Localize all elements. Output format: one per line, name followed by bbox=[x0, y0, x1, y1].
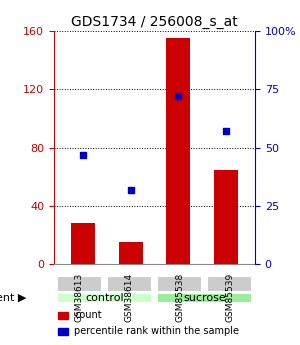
FancyBboxPatch shape bbox=[157, 293, 253, 303]
Point bbox=[176, 93, 181, 99]
Text: GSM85538: GSM85538 bbox=[175, 273, 184, 322]
FancyBboxPatch shape bbox=[107, 276, 152, 293]
FancyBboxPatch shape bbox=[157, 276, 202, 293]
Point bbox=[128, 187, 133, 193]
Bar bbox=[58, 328, 68, 335]
Text: count: count bbox=[74, 310, 102, 321]
Bar bbox=[118, 243, 142, 264]
Text: control: control bbox=[85, 293, 124, 303]
Bar bbox=[71, 224, 95, 264]
Text: GSM38614: GSM38614 bbox=[125, 273, 134, 322]
Bar bbox=[167, 38, 191, 264]
Point bbox=[224, 129, 229, 134]
Text: percentile rank within the sample: percentile rank within the sample bbox=[74, 326, 239, 336]
FancyBboxPatch shape bbox=[56, 293, 152, 303]
Bar bbox=[214, 169, 238, 264]
FancyBboxPatch shape bbox=[56, 276, 102, 293]
Bar bbox=[58, 312, 68, 319]
Text: GSM85539: GSM85539 bbox=[225, 273, 234, 322]
FancyBboxPatch shape bbox=[207, 276, 253, 293]
Text: agent ▶: agent ▶ bbox=[0, 293, 26, 303]
Point bbox=[80, 152, 85, 157]
Title: GDS1734 / 256008_s_at: GDS1734 / 256008_s_at bbox=[71, 14, 238, 29]
Text: sucrose: sucrose bbox=[183, 293, 226, 303]
Text: GSM38613: GSM38613 bbox=[75, 273, 84, 322]
